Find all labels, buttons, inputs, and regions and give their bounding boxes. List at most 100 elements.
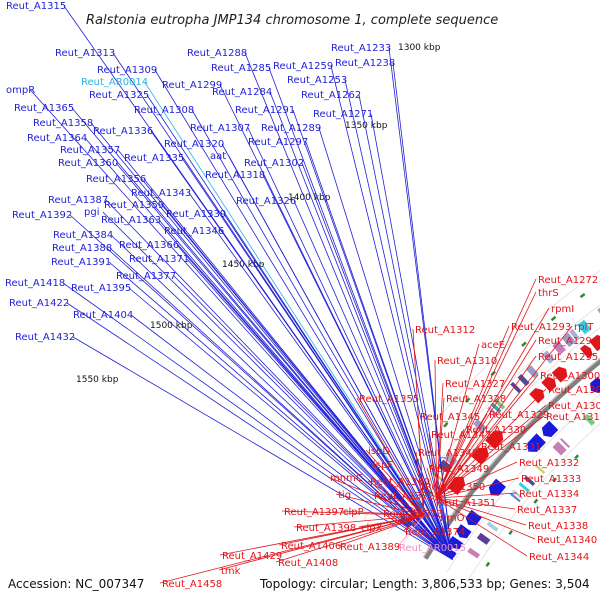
reverse-gene-label[interactable]: Reut_A1272 [538,275,598,286]
forward-gene-label[interactable]: Reut_A1335 [124,153,184,164]
forward-gene-label[interactable]: Reut_A1384 [53,230,113,241]
reverse-gene-label[interactable]: Reut_A1311 [546,412,600,423]
reverse-gene-label[interactable]: Reut_A1389 [340,542,400,553]
reverse-gene-label[interactable]: ispF [373,460,393,471]
forward-gene-label[interactable]: ompR [6,85,35,96]
reverse-gene-label[interactable]: Reut_A1304 [548,385,600,396]
forward-gene-label[interactable]: Reut_A1284 [212,87,272,98]
forward-gene-label[interactable]: Reut_A1288 [187,48,247,59]
reverse-gene-label[interactable]: Reut_A1332 [519,458,579,469]
forward-gene-label[interactable]: Reut_A1318 [205,170,265,181]
forward-gene-label[interactable]: Reut_A1358 [33,118,93,129]
reverse-gene-label[interactable]: Reut_A1293 [511,322,571,333]
reverse-gene-label[interactable]: Reut_A1295 [538,352,598,363]
reverse-gene-label[interactable]: Reut_A1344 [529,552,589,563]
reverse-gene-label[interactable]: Reut_A1406 [281,541,341,552]
reverse-gene-label[interactable]: Reut_A1328 [446,394,506,405]
reverse-gene-label[interactable]: Reut_A1398 [296,523,356,534]
forward-gene-label[interactable]: Reut_A1391 [51,257,111,268]
forward-gene-label[interactable]: Reut_A1307 [190,123,250,134]
forward-gene-label[interactable]: Reut_A1356 [86,174,146,185]
forward-gene-label[interactable]: Reut_A1336 [93,126,153,137]
forward-gene-label[interactable]: Reut_A1233 [331,43,391,54]
forward-gene-label[interactable]: Reut_A1422 [9,298,69,309]
reverse-gene-label[interactable]: Reut_A1312 [415,325,475,336]
reverse-gene-label[interactable]: Reut_A1338 [528,521,588,532]
reverse-gene-label[interactable]: thrS [538,288,559,299]
reverse-gene-label[interactable]: Reut_A1429 [222,551,282,562]
forward-gene-label[interactable]: Reut_A1299 [162,80,222,91]
reverse-gene-label[interactable]: Reut_A1397 [284,507,344,518]
forward-gene-label[interactable]: Reut_A1320 [164,139,224,150]
forward-gene-label[interactable]: Reut_A1262 [301,90,361,101]
forward-gene-label[interactable]: Reut_A1387 [48,195,108,206]
forward-gene-label[interactable]: Reut_A1363 [101,215,161,226]
reverse-gene-label[interactable]: Reut_A1337 [517,505,577,516]
forward-gene-label[interactable]: Reut_A1271 [313,109,373,120]
forward-gene-label[interactable]: Reut_A1285 [211,63,271,74]
forward-gene-label[interactable]: aat [210,151,226,162]
gene-labels[interactable]: Reut_A1315 Reut_A1313 Reut_A1288 Reut_A1233… [5,1,600,590]
forward-gene-label[interactable]: Reut_A1366 [119,240,179,251]
forward-gene-label[interactable]: Reut_AR0014 [81,77,148,88]
forward-gene-label[interactable]: Reut_A1325 [89,90,149,101]
forward-gene-label[interactable]: Reut_A1291 [235,105,295,116]
forward-gene-label[interactable]: Reut_A1339 [166,209,226,220]
reverse-gene-label[interactable]: Reut_A1355 [359,394,419,405]
reverse-gene-label[interactable]: Reut_A1340 [537,535,597,546]
reverse-gene-label[interactable]: Reut_A1294 [538,336,598,347]
forward-gene-label[interactable]: Reut_A1377 [116,271,176,282]
reverse-gene-label[interactable]: Reut_A1373 [383,509,443,520]
forward-gene-label[interactable]: Reut_A1357 [60,145,120,156]
reverse-gene-label[interactable]: Reut_AR0015 [399,543,466,554]
reverse-gene-label[interactable]: Reut_A1351 [436,498,496,509]
forward-gene-label[interactable]: Reut_A1364 [27,133,87,144]
forward-gene-label[interactable]: Reut_A1309 [97,65,157,76]
forward-gene-label[interactable]: Reut_A1302 [244,158,304,169]
forward-gene-label[interactable]: Reut_A1308 [134,105,194,116]
reverse-gene-label[interactable]: clpX [361,523,383,534]
reverse-gene-label[interactable]: tmk [221,566,241,577]
reverse-gene-label[interactable]: ispD [368,446,390,457]
forward-gene-label[interactable]: Reut_A1343 [131,188,191,199]
forward-gene-label[interactable]: Reut_A1346 [164,226,224,237]
forward-gene-label[interactable]: Reut_A1392 [12,210,72,221]
reverse-gene-label[interactable]: Reut_A1300 [540,371,600,382]
reverse-gene-label[interactable]: tig [338,490,351,501]
forward-gene-label[interactable]: Reut_A1365 [14,103,74,114]
forward-gene-label[interactable]: Reut_A1359 [104,200,164,211]
forward-gene-label[interactable]: Reut_A1360 [58,158,118,169]
forward-gene-label[interactable]: Reut_A1371 [129,254,189,265]
reverse-gene-label[interactable]: Reut_A1333 [521,474,581,485]
reverse-gene-label[interactable]: aceE [481,340,505,351]
reverse-gene-label[interactable]: rimO [440,513,465,524]
forward-gene-label[interactable]: Reut_A1315 [6,1,66,12]
forward-gene-label[interactable]: Reut_A1404 [73,310,133,321]
forward-gene-label[interactable]: Reut_A1289 [261,123,321,134]
reverse-gene-label[interactable]: Reut_A1372 [374,491,434,502]
forward-gene-label[interactable]: Reut_A1297 [248,137,308,148]
reverse-gene-label[interactable]: Reut_A1458 [162,579,222,590]
reverse-gene-label[interactable]: Reut_A1305 [548,401,600,412]
forward-gene-label[interactable]: Reut_A1313 [55,48,115,59]
reverse-gene-label[interactable]: mnmC [330,473,363,484]
reverse-gene-label[interactable]: rpmI [551,304,574,315]
reverse-gene-label[interactable]: Reut_A1350 [425,482,485,493]
reverse-gene-label[interactable]: Reut_A1334 [519,489,579,500]
forward-gene-label[interactable]: Reut_A1395 [71,283,131,294]
reverse-gene-label[interactable]: Reut_A1349 [429,464,489,475]
reverse-gene-label[interactable]: Reut_A1310 [437,356,497,367]
reverse-gene-label[interactable]: Reut_A1330 [466,425,526,436]
reverse-gene-label[interactable]: Reut_A1369 [370,477,430,488]
reverse-gene-label[interactable]: Reut_A1347 [431,430,491,441]
reverse-gene-label[interactable]: clpP [343,507,364,518]
reverse-gene-label[interactable]: rplT [574,322,594,333]
forward-gene-label[interactable]: Reut_A1238 [335,58,395,69]
reverse-gene-label[interactable]: Reut_A1329 [489,410,549,421]
reverse-gene-label[interactable]: Reut_A1331 [481,442,541,453]
reverse-gene-label[interactable]: Reut_A1345 [420,412,480,423]
forward-gene-label[interactable]: Reut_A1253 [287,75,347,86]
forward-gene-label[interactable]: Reut_A1259 [273,61,333,72]
reverse-gene-label[interactable]: Reut_A1327 [445,379,505,390]
forward-gene-label[interactable]: Reut_A1418 [5,278,65,289]
